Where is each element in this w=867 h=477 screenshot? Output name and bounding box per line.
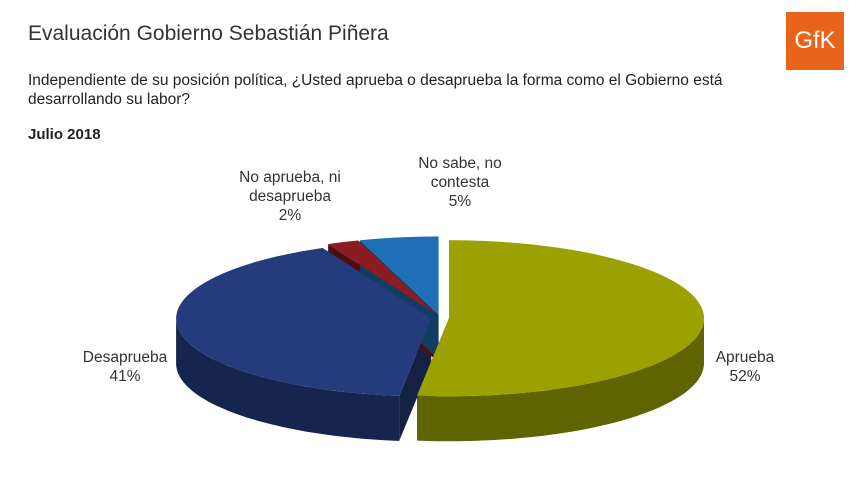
slice-name: Desaprueba bbox=[82, 349, 168, 366]
slice bbox=[176, 248, 432, 396]
slice-side bbox=[176, 318, 400, 441]
slice bbox=[328, 240, 437, 315]
slice-label: Aprueba 52% bbox=[670, 348, 820, 386]
slice-value: 2% bbox=[278, 207, 302, 224]
slice-side bbox=[417, 318, 704, 442]
slice-name: No aprueba, ni desaprueba bbox=[239, 169, 341, 205]
slice bbox=[359, 236, 439, 315]
slice bbox=[417, 240, 704, 397]
logo: GfK bbox=[786, 12, 844, 70]
slice-name: Aprueba bbox=[715, 349, 775, 366]
slice-value: 5% bbox=[448, 193, 472, 210]
slice-label: No sabe, no contesta 5% bbox=[385, 154, 535, 211]
slice-name: No sabe, no contesta bbox=[418, 155, 502, 191]
slice-value: 52% bbox=[729, 368, 761, 385]
slice-label: Desaprueba 41% bbox=[50, 348, 200, 386]
chart-subtitle: Independiente de su posición política, ¿… bbox=[28, 72, 723, 108]
chart-title: Evaluación Gobierno Sebastián Piñera bbox=[28, 22, 389, 45]
slice-label: No aprueba, ni desaprueba 2% bbox=[215, 168, 365, 225]
slice-value: 41% bbox=[109, 368, 141, 385]
period-label: Julio 2018 bbox=[28, 126, 101, 143]
